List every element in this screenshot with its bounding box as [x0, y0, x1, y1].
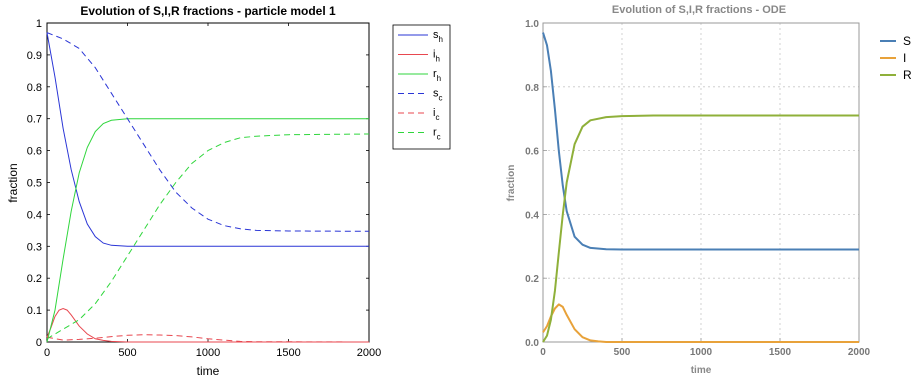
x-tick-label: 1500 — [276, 347, 300, 359]
y-tick-label: 1 — [36, 18, 42, 30]
y-tick-label: 1.0 — [525, 19, 539, 30]
plot-background — [46, 22, 370, 343]
y-tick-label: 0.3 — [27, 241, 42, 253]
x-tick-label: 0 — [44, 347, 50, 359]
y-tick-label: 0.7 — [27, 114, 42, 126]
series-line-sc — [46, 32, 370, 232]
chart-title: Evolution of S,I,R fractions - ODE — [612, 4, 786, 16]
x-tick-label: 2000 — [848, 347, 871, 358]
legend-label-rh: rh — [433, 68, 441, 83]
y-tick-label: 0.8 — [525, 83, 539, 94]
series-line-ic — [46, 334, 370, 343]
y-axis-label: fraction — [6, 163, 20, 202]
y-tick-label: 0.1 — [27, 305, 42, 317]
series-line-R — [542, 114, 859, 343]
x-axis-label: time — [197, 364, 220, 376]
x-tick-label: 1000 — [196, 347, 220, 359]
series-line-rh — [46, 118, 369, 343]
x-axis-label: time — [691, 365, 712, 376]
x-tick-label: 0 — [540, 347, 546, 358]
x-tick-label: 1000 — [690, 347, 713, 358]
x-tick-label: 2000 — [357, 347, 381, 359]
legend-label-I: I — [903, 51, 906, 65]
series-line-I — [542, 303, 859, 343]
legend-label-sh: sh — [433, 29, 443, 44]
y-tick-label: 0.0 — [525, 338, 539, 349]
series-line-ih — [46, 307, 369, 343]
y-tick-label: 0 — [36, 337, 42, 349]
chart-title: Evolution of S,I,R fractions - particle … — [80, 4, 336, 18]
legend-label-R: R — [903, 68, 912, 82]
x-tick-label: 1500 — [769, 347, 792, 358]
series-line-sh — [46, 32, 369, 247]
y-tick-label: 0.5 — [27, 178, 42, 190]
legend-label-ih: ih — [433, 49, 440, 64]
series-line-rc — [46, 133, 370, 340]
y-tick-label: 0.2 — [27, 273, 42, 285]
y-tick-label: 0.4 — [525, 210, 539, 221]
plot-frame — [542, 22, 860, 343]
legend-box — [392, 24, 451, 150]
legend-label-rc: rc — [433, 127, 441, 142]
y-tick-label: 0.8 — [27, 82, 42, 94]
chart-particle-model: Evolution of S,I,R fractions - particle … — [6, 4, 451, 376]
x-tick-label: 500 — [614, 347, 631, 358]
legend-label-S: S — [903, 34, 911, 48]
y-tick-label: 0.4 — [27, 209, 42, 221]
y-axis-label: fraction — [506, 165, 517, 202]
legend-label-ic: ic — [433, 107, 439, 122]
x-tick-label: 500 — [118, 347, 136, 359]
series-line-S — [542, 32, 859, 251]
legend-label-sc: sc — [433, 88, 443, 103]
y-tick-label: 0.2 — [525, 274, 539, 285]
y-tick-label: 0.9 — [27, 50, 42, 62]
y-tick-label: 0.6 — [525, 147, 539, 158]
y-tick-label: 0.6 — [27, 146, 42, 158]
